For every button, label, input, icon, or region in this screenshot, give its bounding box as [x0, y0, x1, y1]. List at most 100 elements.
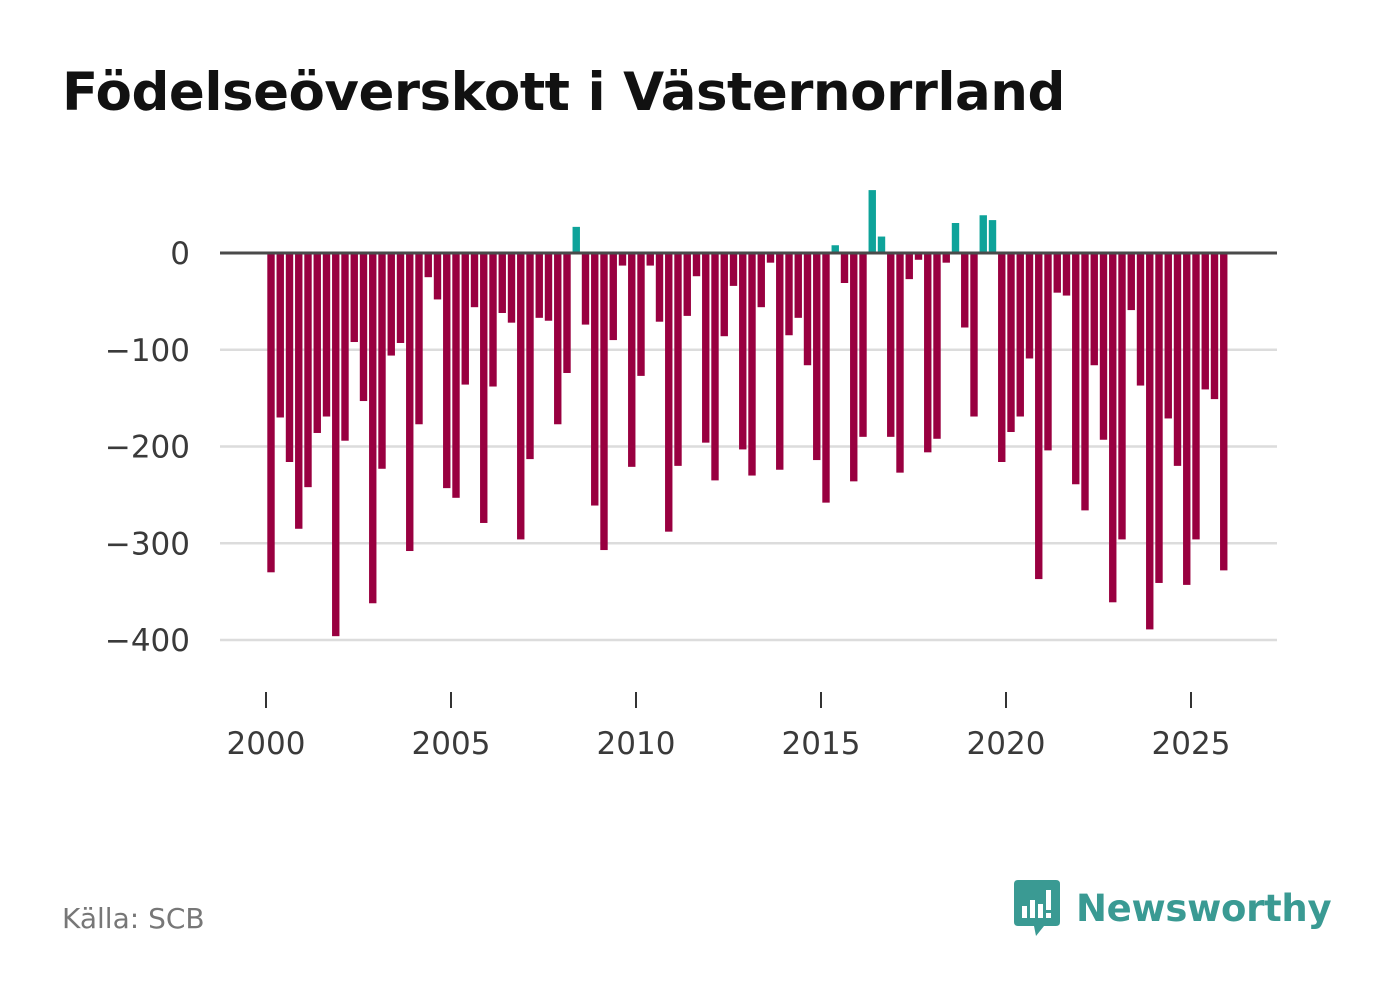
x-axis-ticks: 2000 2005 2010 2015 2020 2025 [227, 692, 1231, 762]
bar-negative [914, 253, 923, 260]
bar-negative [628, 253, 636, 467]
bar-negative [554, 253, 562, 425]
bar-negative [905, 253, 913, 280]
bar-negative [276, 253, 284, 418]
bar-negative [1201, 253, 1209, 390]
source-note: Källa: SCB [62, 902, 205, 935]
bar-negative [396, 253, 405, 343]
bar-negative [739, 253, 747, 450]
brand-logo: Newsworthy [1012, 878, 1332, 938]
bar-negative [341, 253, 349, 441]
bar-negative [720, 253, 728, 337]
bar-negative [498, 253, 506, 313]
bar-negative [480, 253, 488, 523]
bar-negative [766, 253, 775, 263]
bar-negative [581, 253, 590, 325]
bar-negative [535, 253, 543, 318]
bar-negative [1007, 253, 1015, 433]
y-tick-label: −400 [105, 623, 190, 659]
bar-negative [655, 253, 664, 322]
bar-negative [1016, 253, 1024, 417]
bar-negative [702, 253, 710, 443]
bar-negative [350, 253, 358, 343]
bar-negative [387, 253, 395, 356]
bar-negative [896, 253, 904, 473]
bar-negative [1044, 253, 1052, 451]
bar-negative [600, 253, 608, 551]
y-tick-label: 0 [170, 236, 190, 272]
bar-negative [378, 253, 386, 469]
bar-negative [1072, 253, 1080, 485]
bar-negative [507, 253, 516, 323]
bar-negative [369, 253, 377, 604]
x-tick-label: 2015 [782, 726, 861, 762]
bar-negative [526, 253, 534, 460]
bar-negative [822, 253, 830, 503]
bar-negative [424, 253, 432, 278]
x-tick-label: 2025 [1152, 726, 1231, 762]
bar-negative [313, 253, 321, 433]
bar-negative [757, 253, 765, 308]
bar-negative [1035, 253, 1043, 580]
bar-negative [332, 253, 340, 637]
bar-negative [785, 253, 793, 336]
bar-negative [1127, 253, 1135, 311]
bar-negative [1183, 253, 1191, 585]
bar-negative [924, 253, 932, 453]
x-tick-label: 2010 [597, 726, 676, 762]
bar-negative [461, 253, 469, 385]
bar-negative [1220, 253, 1228, 571]
y-tick-label: −200 [105, 430, 190, 466]
bar-negative [692, 253, 701, 277]
bar-negative [285, 253, 294, 462]
bar-negative [942, 253, 950, 263]
bar-negative [359, 253, 368, 402]
y-tick-label: −100 [105, 333, 190, 369]
bar-negative [637, 253, 645, 376]
bar-negative [1109, 253, 1117, 603]
bar-negative [776, 253, 784, 470]
bar-negative [1192, 253, 1200, 540]
x-tick-label: 2005 [412, 726, 491, 762]
bar-positive [979, 215, 987, 253]
bar-negative [961, 253, 969, 328]
bar-negative [433, 253, 442, 300]
brand-name: Newsworthy [1076, 886, 1332, 930]
bar-negative [665, 253, 673, 532]
bar-negative [1210, 253, 1219, 400]
bar-negative [748, 253, 756, 476]
bar-negative [674, 253, 682, 466]
bar-negative [729, 253, 738, 286]
y-tick-label: −300 [105, 526, 190, 562]
x-tick-label: 2020 [967, 726, 1046, 762]
bar-negative [489, 253, 497, 387]
newsworthy-logo-icon [1014, 880, 1060, 936]
bars [267, 190, 1228, 637]
bar-negative [711, 253, 719, 481]
bar-negative [683, 253, 691, 316]
bar-negative [1173, 253, 1182, 466]
bar-negative [415, 253, 423, 425]
bar-negative [1146, 253, 1154, 630]
bar-negative [517, 253, 525, 540]
bar-negative [859, 253, 867, 437]
bar-negative [933, 253, 941, 439]
bar-negative [1099, 253, 1108, 440]
bar-negative [1053, 253, 1061, 293]
bar-positive [988, 220, 997, 253]
x-tick-label: 2000 [227, 726, 306, 762]
bar-negative [304, 253, 312, 488]
bar-negative [295, 253, 303, 529]
bar-negative [452, 253, 460, 498]
bar-negative [646, 253, 654, 266]
bar-negative [322, 253, 331, 417]
bar-negative [1062, 253, 1071, 296]
bar-negative [1155, 253, 1163, 583]
bar-negative [618, 253, 627, 266]
bar-negative [1164, 253, 1172, 419]
y-axis-ticks: 0 −100 −200 −300 −400 [105, 236, 190, 659]
bar-negative [1136, 253, 1145, 386]
bar-negative [887, 253, 895, 437]
bar-negative [470, 253, 479, 308]
